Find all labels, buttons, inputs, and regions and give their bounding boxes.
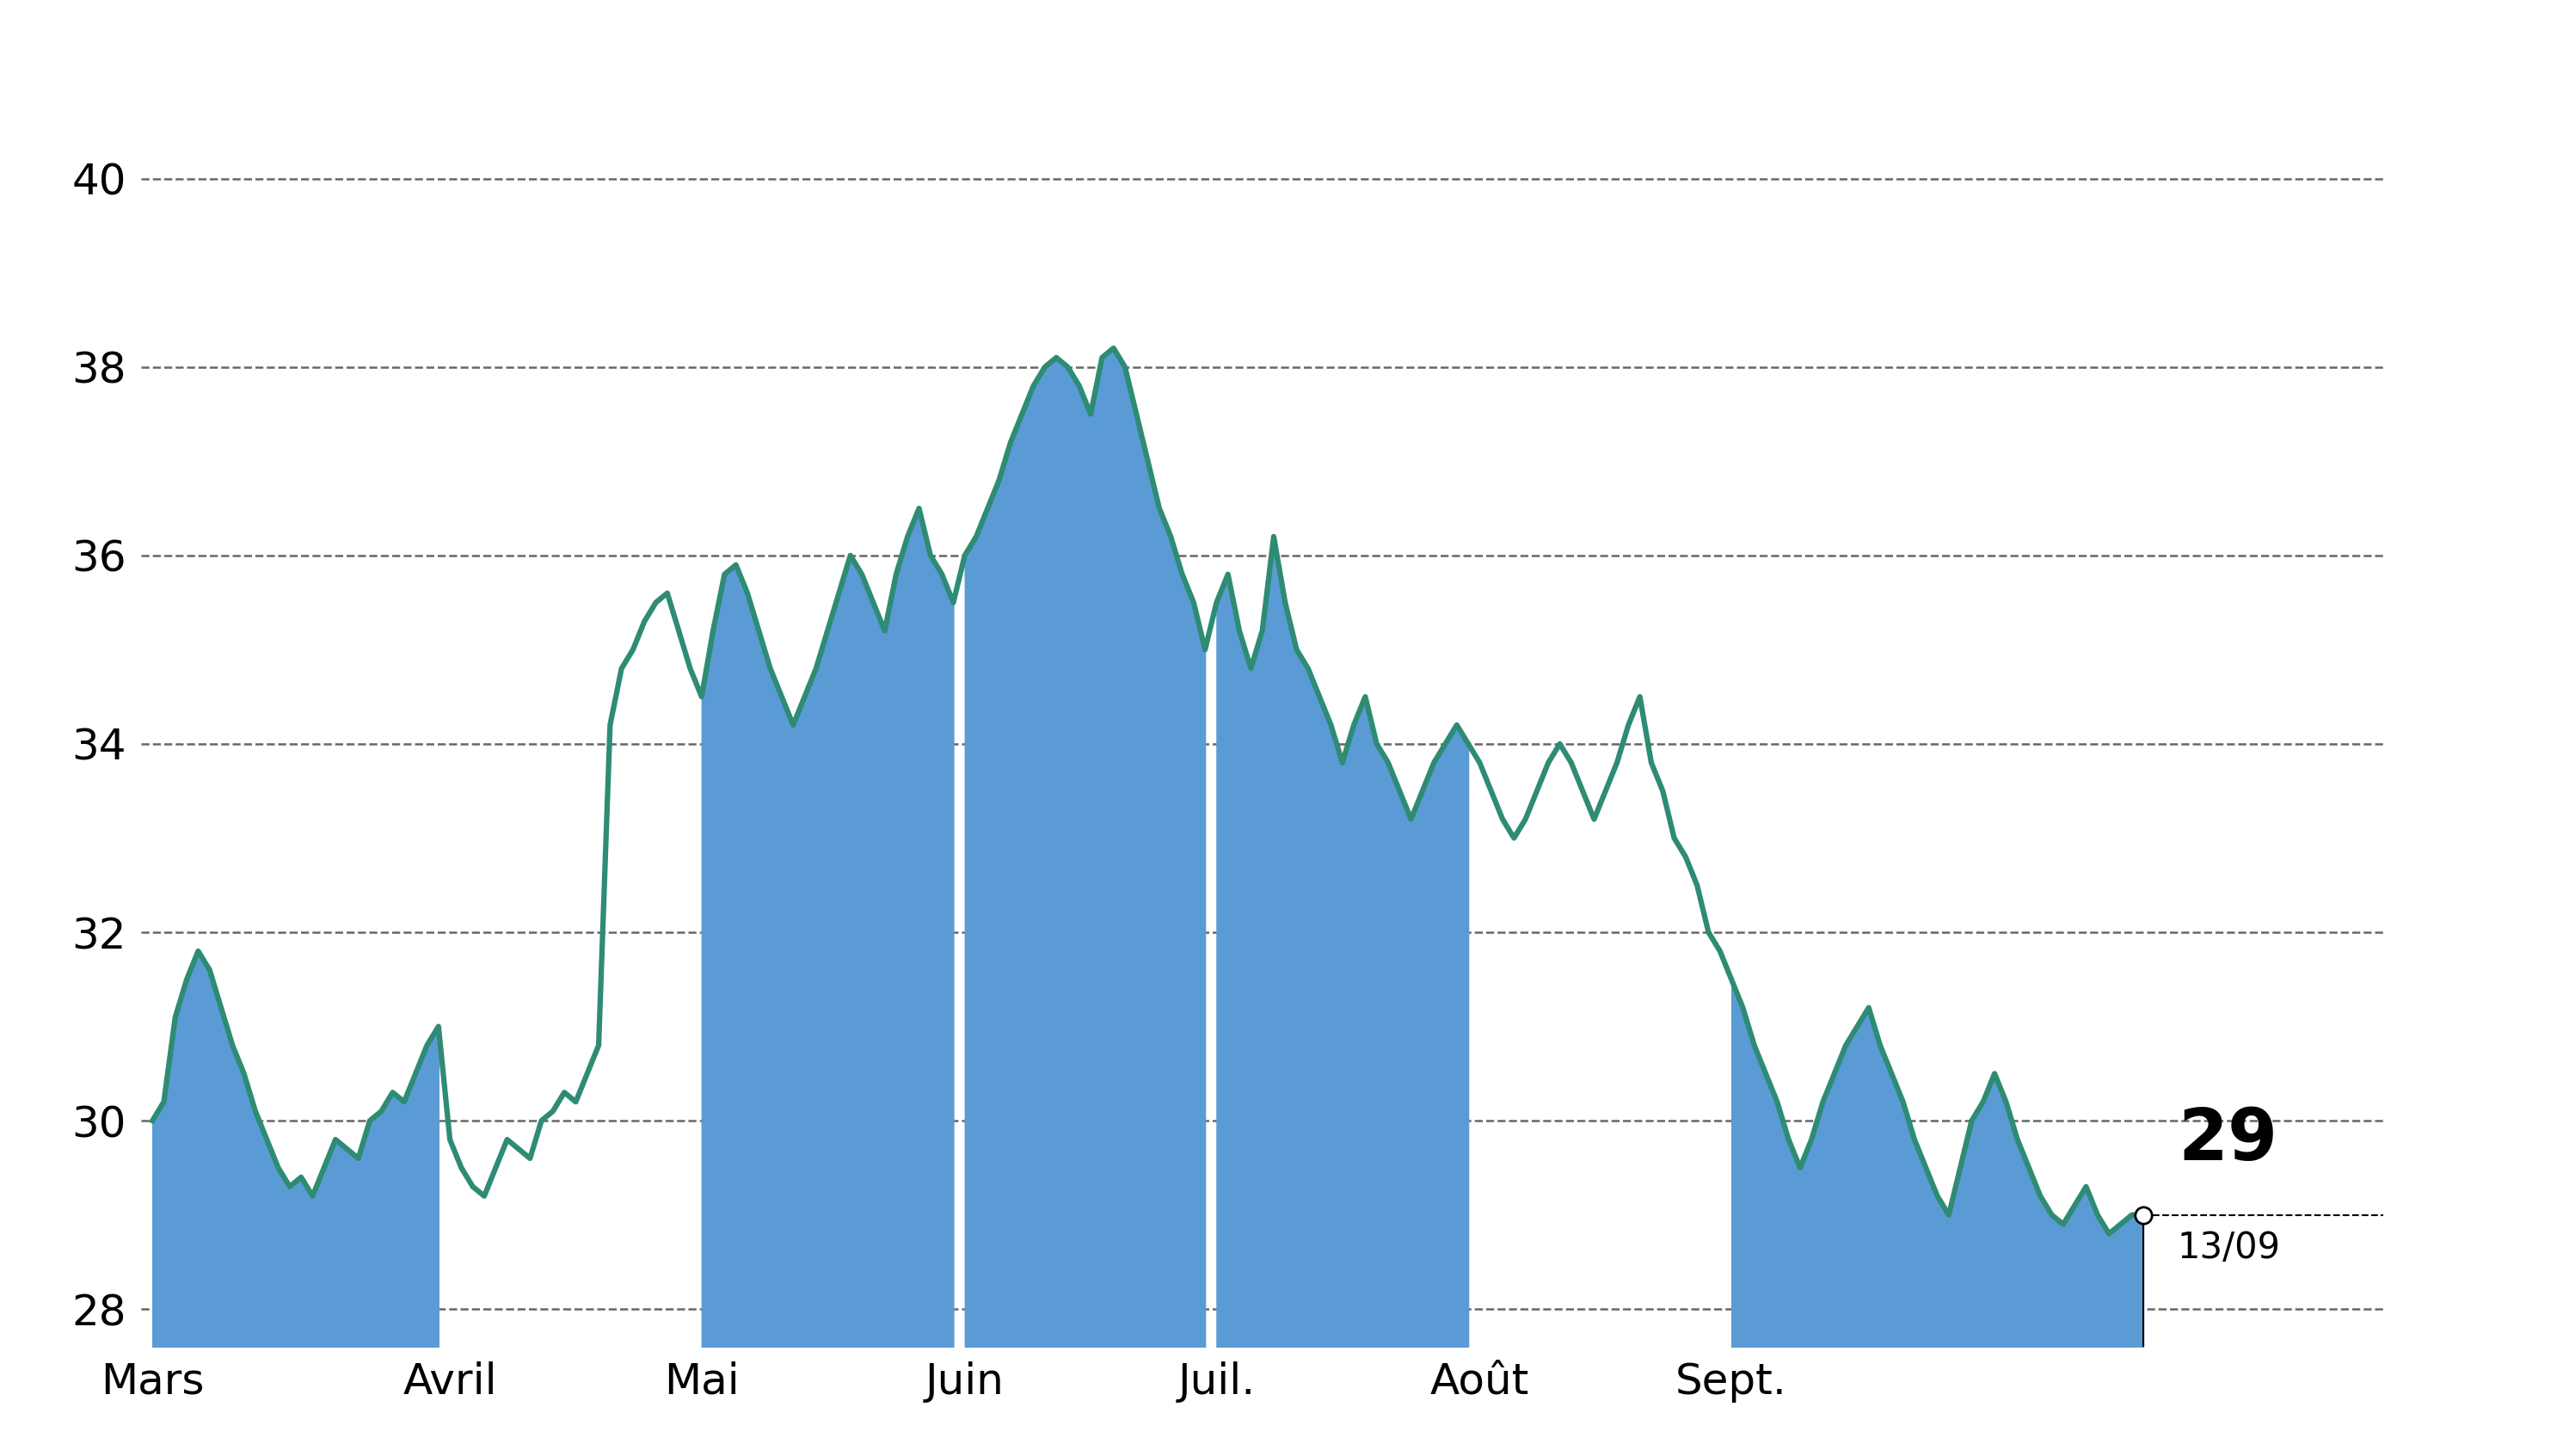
Text: 29: 29: [2179, 1105, 2279, 1175]
Text: IMERYS: IMERYS: [1079, 17, 1484, 111]
Text: 13/09: 13/09: [2179, 1230, 2281, 1265]
